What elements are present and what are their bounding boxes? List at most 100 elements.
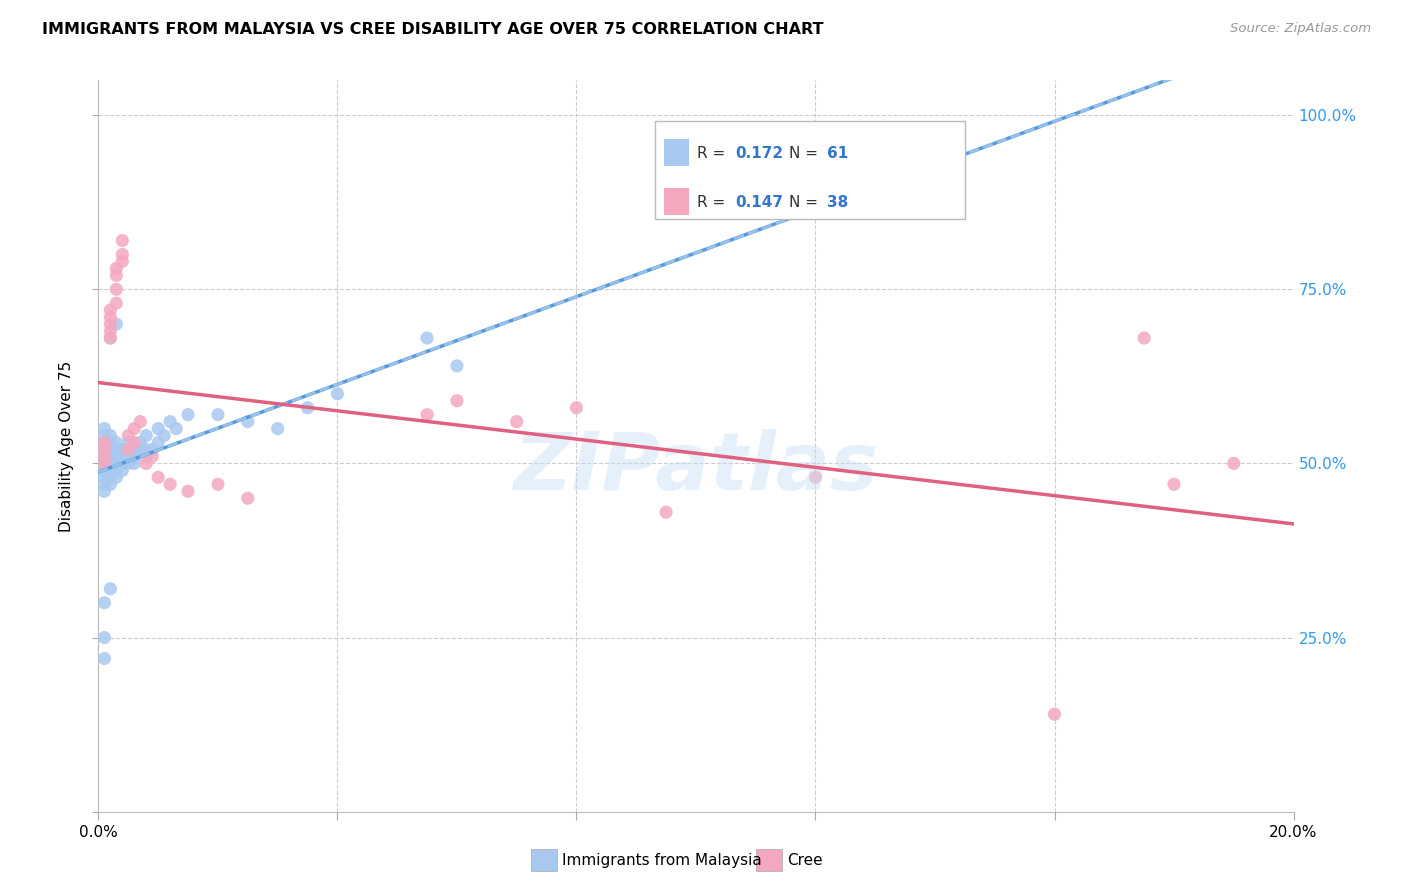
Point xyxy=(111,234,134,248)
Text: N =: N = xyxy=(789,145,823,161)
Point xyxy=(98,463,122,477)
Text: IMMIGRANTS FROM MALAYSIA VS CREE DISABILITY AGE OVER 75 CORRELATION CHART: IMMIGRANTS FROM MALAYSIA VS CREE DISABIL… xyxy=(42,22,824,37)
Point xyxy=(177,484,200,499)
Point xyxy=(129,435,152,450)
Point xyxy=(117,428,139,442)
Point xyxy=(93,457,115,471)
Point xyxy=(98,442,122,457)
Point xyxy=(135,442,157,457)
Point xyxy=(93,463,115,477)
Point xyxy=(105,442,128,457)
Point xyxy=(124,457,146,471)
Point xyxy=(93,651,115,665)
Point xyxy=(98,470,122,484)
Point xyxy=(148,435,170,450)
Point xyxy=(1163,477,1185,491)
Text: ZIPatlas: ZIPatlas xyxy=(513,429,879,507)
Point xyxy=(98,303,122,318)
Point xyxy=(124,450,146,464)
Point xyxy=(111,463,134,477)
Point xyxy=(93,435,115,450)
Point xyxy=(98,582,122,596)
Point xyxy=(446,393,468,408)
Point xyxy=(93,428,115,442)
Point xyxy=(129,415,152,429)
Point xyxy=(111,247,134,261)
Point xyxy=(565,401,588,415)
Point xyxy=(124,421,146,435)
Point xyxy=(93,457,115,471)
Point xyxy=(105,463,128,477)
Point xyxy=(93,442,115,457)
Point xyxy=(111,450,134,464)
Point xyxy=(207,408,229,422)
Point xyxy=(124,435,146,450)
Point xyxy=(141,442,163,457)
Point xyxy=(105,296,128,310)
Point xyxy=(141,450,163,464)
Point xyxy=(98,310,122,325)
Point xyxy=(1133,331,1156,345)
Point xyxy=(93,477,115,491)
Point xyxy=(207,477,229,491)
Point xyxy=(117,450,139,464)
Point xyxy=(1043,707,1066,722)
Text: 0.172: 0.172 xyxy=(735,145,783,161)
Point xyxy=(506,415,529,429)
Point xyxy=(105,317,128,331)
Point xyxy=(326,386,349,401)
Point xyxy=(93,484,115,499)
Point xyxy=(236,415,259,429)
Point xyxy=(297,401,319,415)
Point xyxy=(105,457,128,471)
Point xyxy=(159,415,181,429)
Point xyxy=(93,442,115,457)
Point xyxy=(105,470,128,484)
Text: 61: 61 xyxy=(827,145,848,161)
Point xyxy=(105,435,128,450)
Text: R =: R = xyxy=(697,145,731,161)
Point xyxy=(93,631,115,645)
Y-axis label: Disability Age Over 75: Disability Age Over 75 xyxy=(59,360,75,532)
Point xyxy=(1223,457,1246,471)
Text: N =: N = xyxy=(789,194,823,210)
Point xyxy=(148,421,170,435)
Point xyxy=(655,505,678,519)
Point xyxy=(416,408,439,422)
Point xyxy=(267,421,290,435)
Point xyxy=(98,450,122,464)
Point xyxy=(135,457,157,471)
Point xyxy=(111,457,134,471)
Point xyxy=(93,450,115,464)
Point xyxy=(98,477,122,491)
Point xyxy=(117,435,139,450)
Point xyxy=(111,254,134,268)
Point xyxy=(98,428,122,442)
Point xyxy=(236,491,259,506)
Point xyxy=(93,421,115,435)
Text: R =: R = xyxy=(697,194,731,210)
Point xyxy=(98,317,122,331)
Point xyxy=(416,331,439,345)
Text: Source: ZipAtlas.com: Source: ZipAtlas.com xyxy=(1230,22,1371,36)
Point xyxy=(98,435,122,450)
Point xyxy=(105,268,128,283)
Point xyxy=(105,450,128,464)
Point xyxy=(93,470,115,484)
Point xyxy=(804,470,827,484)
Point xyxy=(153,428,176,442)
Text: 0.147: 0.147 xyxy=(735,194,783,210)
Point xyxy=(98,324,122,338)
Point xyxy=(98,331,122,345)
Point xyxy=(105,282,128,296)
Point xyxy=(124,442,146,457)
Point xyxy=(117,442,139,457)
Point xyxy=(98,457,122,471)
Point xyxy=(135,428,157,442)
Point xyxy=(93,596,115,610)
Point xyxy=(124,450,146,464)
Point xyxy=(111,442,134,457)
Point xyxy=(93,450,115,464)
Point xyxy=(159,477,181,491)
Point xyxy=(93,435,115,450)
